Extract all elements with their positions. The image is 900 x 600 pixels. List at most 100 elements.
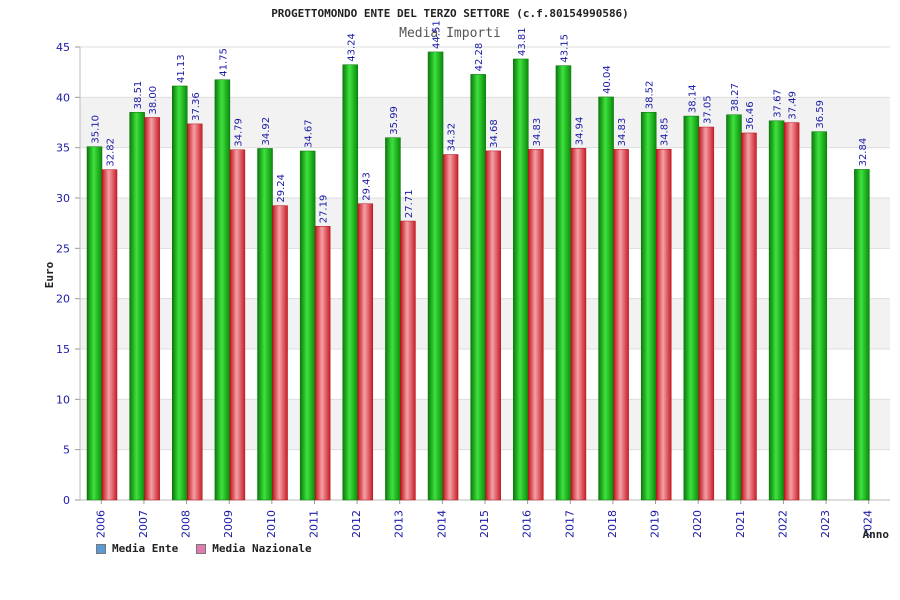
bar-media-nazionale [698, 126, 715, 501]
bar-media-nazionale [400, 220, 416, 501]
x-tick-label: 2011 [307, 510, 320, 538]
bar-media-ente [470, 74, 486, 501]
bar-media-ente [726, 114, 742, 501]
value-label: 36.46 [745, 101, 756, 130]
bar-media-nazionale [229, 149, 246, 501]
legend: Media Ente Media Nazionale [96, 542, 312, 555]
bars [86, 51, 870, 501]
bar-media-ente [299, 150, 316, 501]
value-label: 37.05 [702, 95, 713, 124]
bar-media-nazionale [783, 122, 800, 501]
x-tick-label: 2006 [94, 510, 107, 538]
bar-media-nazionale [442, 154, 459, 501]
legend-label-media-nazionale: Media Nazionale [212, 542, 312, 555]
x-tick-label: 2009 [222, 510, 235, 538]
x-tick-label: 2013 [393, 510, 406, 538]
value-label: 37.49 [788, 91, 799, 120]
bar-media-nazionale [528, 149, 544, 501]
x-tick-label: 2020 [691, 510, 704, 538]
legend-swatch-media-ente [96, 543, 106, 554]
value-label: 32.82 [106, 138, 117, 167]
value-label: 38.51 [133, 81, 144, 110]
legend-swatch-media-nazionale [196, 543, 207, 554]
chart-title: PROGETTOMONDO ENTE DEL TERZO SETTORE (c.… [271, 7, 629, 20]
x-tick-label: 2007 [137, 510, 150, 538]
value-label: 38.52 [645, 81, 656, 110]
y-tick-label: 5 [63, 444, 70, 457]
x-tick-label: 2012 [350, 510, 363, 538]
value-label: 29.24 [276, 174, 287, 203]
y-tick-label: 15 [56, 343, 70, 356]
bar-media-ente [598, 96, 614, 501]
value-label: 42.28 [474, 43, 485, 72]
legend-label-media-ente: Media Ente [112, 542, 179, 555]
value-label: 34.67 [304, 119, 315, 148]
value-label: 27.19 [319, 195, 330, 224]
value-label: 29.43 [361, 172, 372, 201]
value-label: 34.85 [660, 118, 671, 147]
x-tick-label: 2024 [862, 510, 875, 538]
x-axis-label: Anno [863, 528, 890, 541]
x-tick-label: 2022 [776, 510, 789, 538]
bar-media-nazionale [101, 169, 118, 501]
value-label: 27.71 [404, 189, 415, 218]
bar-media-nazionale [144, 117, 160, 501]
chart-subtitle: Media Importi [399, 26, 501, 41]
bar-media-nazionale [655, 148, 672, 501]
y-tick-labels: 0 5 10 15 20 25 30 35 40 45 [56, 41, 70, 507]
y-axis-label: Euro [43, 261, 56, 288]
x-tick-label: 2017 [563, 510, 576, 538]
bar-media-ente [129, 112, 145, 501]
bar-media-ente [811, 131, 827, 501]
bar-media-ente [214, 79, 231, 501]
bar-media-nazionale [741, 132, 757, 501]
bar-media-nazionale [485, 150, 501, 501]
value-label: 34.83 [617, 118, 628, 147]
value-label: 38.00 [148, 86, 159, 115]
x-tick-label: 2010 [265, 510, 278, 538]
value-label: 34.83 [532, 118, 543, 147]
x-tick-label: 2008 [180, 510, 193, 538]
bar-media-nazionale [613, 149, 629, 501]
legend-item-media-ente: Media Ente [96, 542, 178, 555]
value-label: 34.94 [574, 117, 585, 146]
value-label: 40.04 [602, 65, 613, 94]
bar-media-nazionale [357, 203, 374, 501]
value-label: 43.24 [346, 33, 357, 62]
x-tick-label: 2019 [649, 510, 662, 538]
bar-media-ente [342, 64, 359, 501]
value-label: 34.79 [233, 118, 244, 147]
x-tick-label: 2018 [606, 510, 619, 538]
y-tick-label: 45 [56, 41, 70, 54]
bar-media-ente [683, 115, 700, 501]
y-tick-label: 40 [56, 91, 70, 104]
x-tick-label: 2014 [435, 510, 448, 538]
value-label: 43.15 [559, 34, 570, 63]
bar-media-ente [640, 111, 657, 501]
value-label: 35.10 [91, 115, 102, 144]
bar-media-nazionale [314, 226, 331, 501]
bar-media-ente [172, 85, 188, 501]
x-tick-labels: 2006 2007 2008 2009 2010 2011 2012 2013 2014 2015… [94, 510, 874, 538]
bar-media-ente [86, 146, 103, 501]
value-label: 35.99 [389, 106, 400, 135]
value-label: 38.14 [687, 84, 698, 113]
value-label: 34.32 [447, 123, 458, 152]
bar-media-ente [768, 120, 785, 501]
y-tick-label: 35 [56, 142, 70, 155]
value-label: 32.84 [858, 138, 869, 167]
value-label: 34.68 [489, 119, 500, 148]
legend-item-media-nazionale: Media Nazionale [196, 542, 312, 555]
x-tick-label: 2016 [521, 510, 534, 538]
value-labels: 35.10 32.82 38.51 38.00 41.13 37.36 41.75 34.79… [91, 20, 869, 223]
bar-media-nazionale [187, 123, 203, 501]
bar-media-ente [385, 137, 401, 501]
y-tick-label: 20 [56, 293, 70, 306]
x-tick-label: 2021 [734, 510, 747, 538]
bar-media-ente [555, 65, 572, 501]
value-label: 43.81 [517, 27, 528, 56]
y-tick-label: 25 [56, 242, 70, 255]
y-tick-label: 10 [56, 393, 70, 406]
value-label: 37.67 [773, 89, 784, 118]
